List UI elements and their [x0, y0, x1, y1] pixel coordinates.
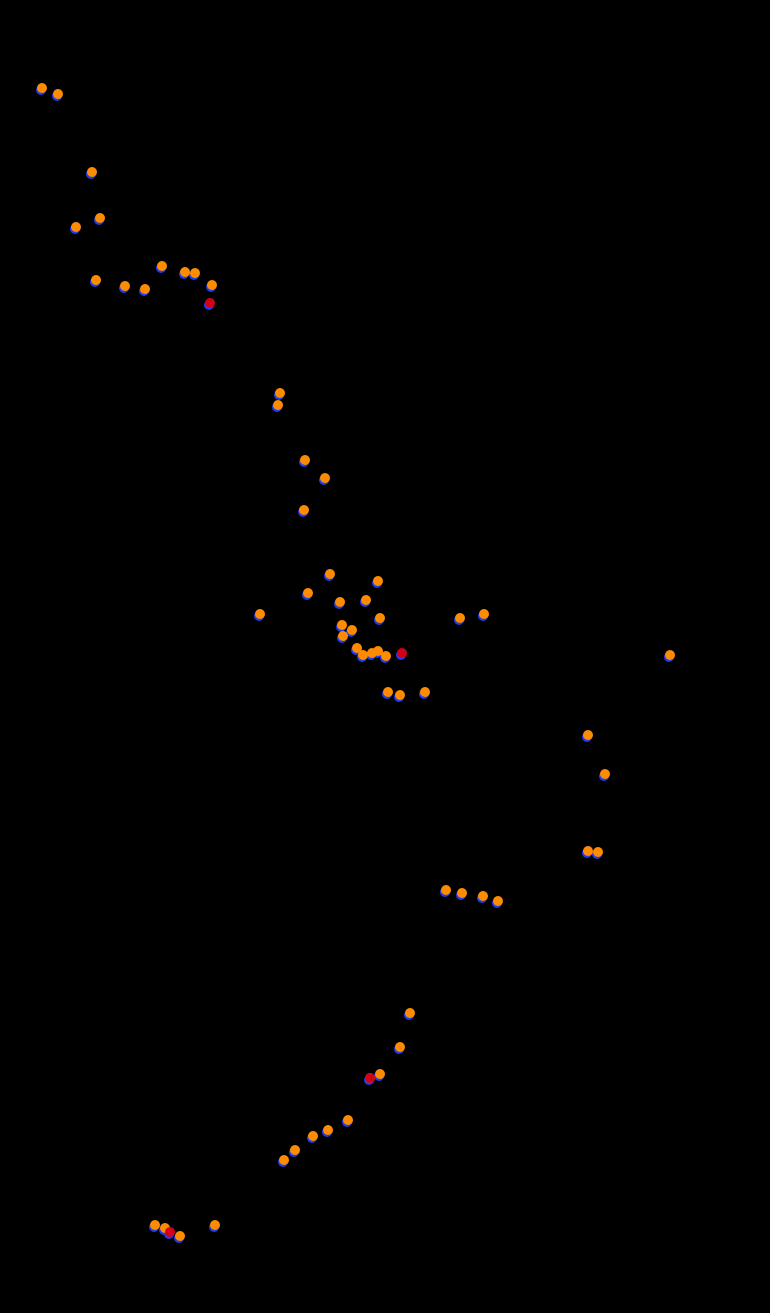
- data-point: [479, 609, 489, 619]
- data-point: [600, 769, 610, 779]
- data-point: [361, 595, 371, 605]
- data-point: [347, 625, 357, 635]
- data-point: [381, 651, 391, 661]
- data-point: [175, 1231, 185, 1241]
- data-point: [420, 687, 430, 697]
- data-point: [365, 1073, 375, 1083]
- data-point: [273, 400, 283, 410]
- data-point: [583, 846, 593, 856]
- data-point: [455, 613, 465, 623]
- data-point: [375, 613, 385, 623]
- data-point: [358, 650, 368, 660]
- data-point: [323, 1125, 333, 1135]
- data-point: [397, 648, 407, 658]
- data-point: [325, 569, 335, 579]
- data-point: [190, 268, 200, 278]
- data-point: [91, 275, 101, 285]
- data-point: [373, 576, 383, 586]
- data-point: [493, 896, 503, 906]
- data-point: [71, 222, 81, 232]
- data-point: [87, 167, 97, 177]
- data-point: [338, 631, 348, 641]
- data-point: [665, 650, 675, 660]
- data-point: [157, 261, 167, 271]
- data-point: [275, 388, 285, 398]
- data-point: [335, 597, 345, 607]
- data-point: [150, 1220, 160, 1230]
- data-point: [343, 1115, 353, 1125]
- data-point: [478, 891, 488, 901]
- data-point: [53, 89, 63, 99]
- data-point: [255, 609, 265, 619]
- data-point: [210, 1220, 220, 1230]
- data-point: [140, 284, 150, 294]
- scatter-chart: [0, 0, 770, 1313]
- data-point: [337, 620, 347, 630]
- data-point: [205, 298, 215, 308]
- data-point: [180, 267, 190, 277]
- data-point: [120, 281, 130, 291]
- data-point: [383, 687, 393, 697]
- data-point: [320, 473, 330, 483]
- data-point: [300, 455, 310, 465]
- data-point: [593, 847, 603, 857]
- data-point: [37, 83, 47, 93]
- data-point: [299, 505, 309, 515]
- data-point: [165, 1227, 175, 1237]
- data-point: [395, 690, 405, 700]
- chart-svg: [0, 0, 770, 1313]
- data-point: [457, 888, 467, 898]
- data-point: [441, 885, 451, 895]
- data-point: [279, 1155, 289, 1165]
- data-point: [405, 1008, 415, 1018]
- data-point: [367, 648, 377, 658]
- data-point: [207, 280, 217, 290]
- data-point: [395, 1042, 405, 1052]
- data-point: [308, 1131, 318, 1141]
- data-point: [95, 213, 105, 223]
- data-point: [303, 588, 313, 598]
- data-point: [375, 1069, 385, 1079]
- data-point: [583, 730, 593, 740]
- data-point: [290, 1145, 300, 1155]
